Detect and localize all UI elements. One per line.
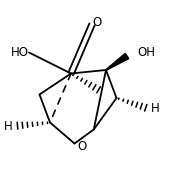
Text: H: H — [151, 102, 159, 115]
Text: HO: HO — [11, 46, 29, 59]
Text: H: H — [4, 120, 12, 132]
Text: OH: OH — [138, 46, 156, 59]
Text: O: O — [93, 16, 102, 29]
Polygon shape — [106, 53, 129, 70]
Text: O: O — [77, 141, 86, 153]
